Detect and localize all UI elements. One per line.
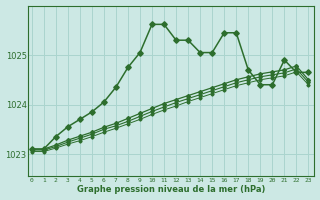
X-axis label: Graphe pression niveau de la mer (hPa): Graphe pression niveau de la mer (hPa) <box>77 185 266 194</box>
